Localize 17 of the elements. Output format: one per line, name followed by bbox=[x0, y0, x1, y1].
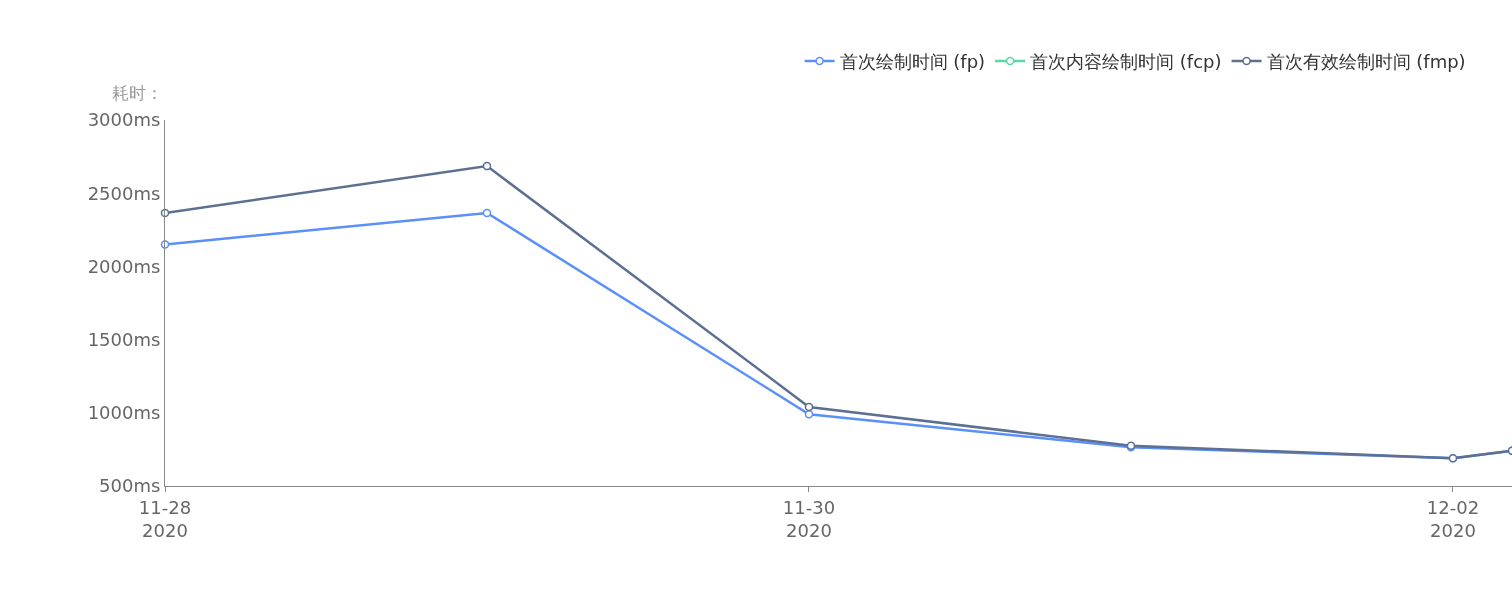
y-axis-title: 耗时： bbox=[112, 83, 163, 103]
point bbox=[804, 410, 814, 419]
legend-label: 首次绘制时间 (fp) bbox=[839, 50, 986, 72]
y-tick-label: 2000ms bbox=[87, 255, 161, 277]
y-tick-label: 1500ms bbox=[87, 328, 161, 350]
point bbox=[482, 161, 492, 171]
y-tick-label: 3000ms bbox=[87, 109, 161, 131]
legend-label: 首次有效绘制时间 (fmp) bbox=[1266, 50, 1466, 72]
y-tick-label: 2500ms bbox=[87, 182, 161, 204]
y-tick-label: 500ms bbox=[99, 475, 161, 497]
legend-label: 首次内容绘制时间 (fcp) bbox=[1030, 50, 1222, 72]
point bbox=[482, 208, 492, 218]
x-tick-label: 11-30 2020 bbox=[782, 496, 836, 541]
y-tick-label: 1000ms bbox=[87, 402, 161, 424]
point bbox=[804, 402, 814, 412]
x-tick-label: 11-28 2020 bbox=[138, 496, 192, 541]
x-tick-label: 12-02 2020 bbox=[1426, 496, 1480, 541]
